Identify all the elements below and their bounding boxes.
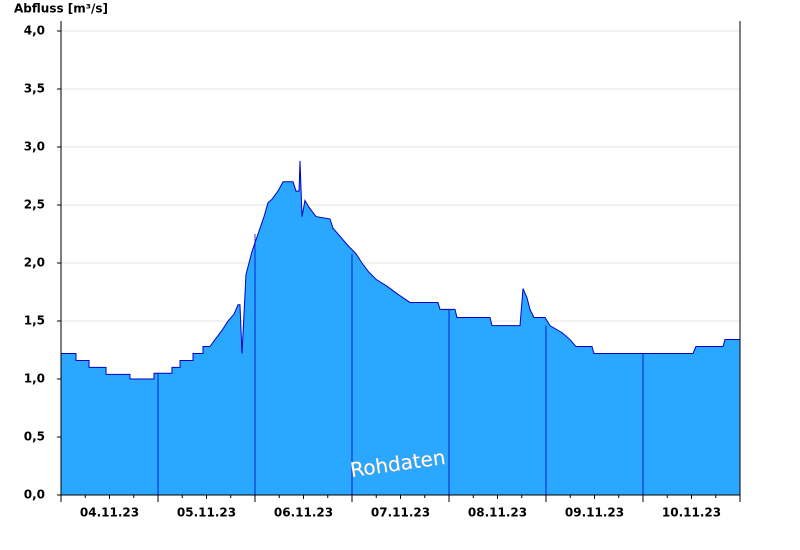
x-tick-label: 09.11.23 (565, 506, 624, 520)
area (61, 160, 740, 496)
y-tick-label: 2,5 (24, 198, 45, 212)
y-tick-label: 1,0 (24, 372, 45, 386)
y-tick-label: 3,5 (24, 82, 45, 96)
x-tick-label: 07.11.23 (371, 506, 430, 520)
y-tick-label: 3,0 (24, 140, 45, 154)
x-tick-label: 10.11.23 (662, 506, 721, 520)
x-tick-label: 08.11.23 (468, 506, 527, 520)
y-tick-label: 0,0 (24, 488, 45, 502)
y-tick-label: 2,0 (24, 256, 45, 270)
y-axis-label: Abfluss [m³/s] (14, 2, 108, 16)
x-tick-label: 04.11.23 (80, 506, 139, 520)
y-tick-label: 1,5 (24, 314, 45, 328)
x-tick-label: 05.11.23 (177, 506, 236, 520)
x-tick-label: 06.11.23 (274, 506, 333, 520)
y-tick-label: 4,0 (24, 24, 45, 38)
y-tick-label: 0,5 (24, 430, 45, 444)
line (61, 160, 740, 380)
